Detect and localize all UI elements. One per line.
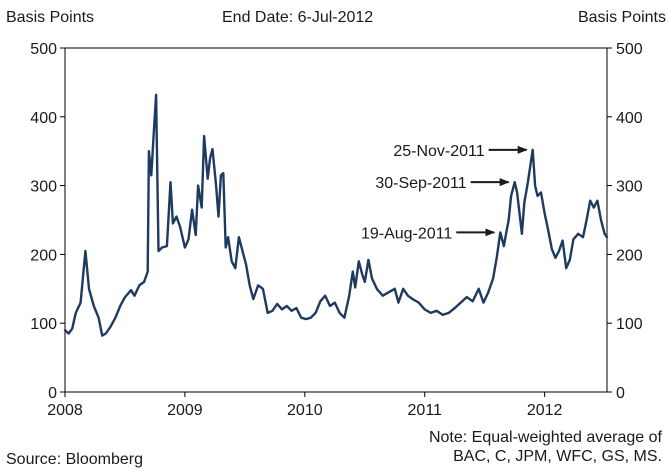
y-tick-label-left: 500 [30, 41, 57, 58]
y-tick-label-right: 0 [616, 385, 625, 402]
source-note: Source: Bloomberg [6, 451, 143, 468]
left-axis-label: Basis Points [6, 9, 95, 26]
y-tick-label-right: 500 [616, 41, 643, 58]
annotation-label: 30-Sep-2011 [375, 175, 466, 192]
y-tick-label-right: 400 [616, 110, 643, 127]
y-tick-label-right: 300 [616, 179, 643, 196]
y-tick-label-right: 200 [616, 247, 643, 264]
y-tick-label-right: 100 [616, 316, 643, 333]
series-line [63, 93, 609, 337]
chart-subtitle: End Date: 6-Jul-2012 [222, 9, 374, 26]
y-tick-label-left: 100 [30, 316, 57, 333]
annotation-label: 19-Aug-2011 [361, 225, 452, 242]
x-tick-label: 2008 [47, 402, 83, 419]
note-line-1: Note: Equal-weighted average of [428, 429, 662, 446]
x-tick-label: 2011 [408, 402, 443, 419]
series-layer [63, 93, 609, 337]
axes [64, 47, 608, 393]
y-tick-label-left: 400 [30, 110, 57, 127]
x-tick-label: 2010 [287, 402, 323, 419]
annotation-label: 25-Nov-2011 [393, 143, 484, 160]
right-axis-label: Basis Points [577, 9, 666, 26]
plot-frame [64, 47, 608, 393]
ticks: 0 0 100 100 200 200 300 300 400 400 500 500 2008 2009… [30, 41, 643, 419]
x-tick-label: 2012 [527, 402, 563, 419]
x-tick-label: 2009 [167, 402, 203, 419]
annotations: 25-Nov-2011 30-Sep-2011 19-Aug-2011 [361, 143, 528, 242]
y-tick-label-left: 0 [48, 385, 57, 402]
y-tick-label-left: 200 [30, 247, 57, 264]
y-tick-label-left: 300 [30, 179, 57, 196]
note-line-2: BAC, C, JPM, WFC, GS, MS. [453, 448, 662, 465]
